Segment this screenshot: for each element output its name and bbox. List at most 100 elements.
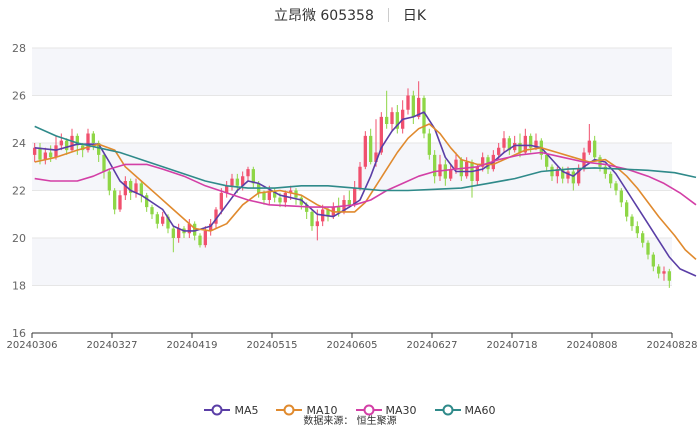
candle-body: [374, 152, 378, 162]
candle-body: [598, 157, 602, 167]
candle-body: [235, 178, 239, 186]
chart-title: 立昂微 605358 日K: [0, 4, 700, 26]
candle-body: [497, 147, 501, 155]
candle-body: [262, 192, 266, 200]
candle-body: [609, 173, 613, 184]
ma-line-ma10: [34, 123, 697, 260]
legend-item-ma5[interactable]: MA5: [204, 403, 258, 417]
y-tick-label: 26: [12, 90, 26, 103]
ma-line-ma60: [34, 125, 697, 192]
candle-body: [326, 209, 330, 217]
candle-body: [198, 235, 202, 246]
candle-body: [507, 138, 511, 151]
candle-body: [411, 95, 415, 117]
candle-body: [363, 135, 367, 167]
legend-label: MA10: [306, 403, 338, 417]
x-tick-label: 20240828: [647, 340, 698, 351]
legend-item-ma30[interactable]: MA30: [355, 403, 417, 417]
candle-body: [91, 133, 95, 143]
x-tick-label: 20240808: [567, 340, 618, 351]
candle-body: [299, 197, 303, 205]
candle-body: [555, 169, 559, 177]
candle-body: [635, 226, 639, 234]
candle-body: [651, 254, 655, 267]
candle-body: [379, 116, 383, 153]
candle-body: [246, 169, 250, 177]
candle-body: [145, 195, 149, 208]
candle-body: [310, 211, 314, 227]
candle-body: [214, 209, 218, 224]
candle-body: [102, 154, 106, 172]
data-source: 数据来源： 恒生聚源: [303, 416, 397, 427]
candle-body: [283, 192, 287, 203]
candle-body: [86, 133, 90, 151]
candle-body: [225, 185, 229, 193]
candle-body: [422, 97, 426, 134]
candle-body: [427, 133, 431, 155]
candle-body: [43, 152, 47, 160]
candle-body: [561, 169, 565, 179]
candle-body: [161, 216, 165, 224]
title-separator: [387, 8, 389, 22]
candle-body: [390, 112, 394, 124]
candle-body: [118, 195, 122, 210]
candle-body: [81, 145, 85, 151]
candle-body: [417, 97, 421, 117]
ma-line-ma30: [34, 151, 697, 208]
candle-body: [150, 207, 154, 215]
candle-body: [123, 181, 127, 196]
candle-body: [38, 147, 42, 160]
candle-body: [59, 140, 63, 146]
candle-body: [107, 171, 111, 191]
legend-label: MA5: [234, 403, 259, 417]
candle-body: [406, 95, 410, 110]
candle-body: [358, 166, 362, 189]
plot-band: [32, 95, 672, 143]
candle-body: [134, 183, 138, 193]
legend-marker: [434, 404, 461, 416]
x-tick-label: 20240627: [407, 340, 458, 351]
candle-body: [171, 228, 175, 238]
candle-body: [662, 271, 666, 274]
plot-band: [32, 48, 672, 96]
plot-band: [32, 143, 672, 191]
candle-body: [449, 169, 453, 179]
candle-body: [305, 204, 309, 212]
y-tick-label: 28: [12, 42, 26, 55]
candle-body: [219, 192, 223, 210]
candle-body: [54, 145, 58, 158]
candle-body: [155, 214, 159, 224]
candle-body: [534, 140, 538, 148]
candle-body: [315, 221, 319, 227]
candle-body: [465, 162, 469, 177]
candle-body: [614, 183, 618, 191]
candle-body: [385, 116, 389, 124]
candle-body: [550, 166, 554, 177]
candle-body: [545, 154, 549, 167]
candle-body: [289, 190, 293, 193]
candle-body: [230, 178, 234, 186]
candle-body: [251, 169, 255, 184]
candle-body: [593, 140, 597, 158]
x-tick-label: 20240327: [87, 340, 138, 351]
legend-item-ma10[interactable]: MA10: [276, 403, 338, 417]
candle-body: [433, 154, 437, 177]
y-tick-label: 24: [12, 137, 26, 150]
candle-body: [273, 190, 277, 198]
candle-body: [65, 140, 69, 151]
candle-body: [353, 188, 357, 205]
x-tick-label: 20240605: [327, 340, 378, 351]
candle-body: [177, 228, 181, 238]
candle-body: [70, 135, 74, 151]
candle-body: [475, 166, 479, 181]
candle-body: [566, 171, 570, 179]
candle-body: [443, 164, 447, 179]
candle-body: [587, 140, 591, 153]
candle-body: [603, 166, 607, 174]
candle-body: [454, 159, 458, 170]
legend-item-ma60[interactable]: MA60: [434, 403, 496, 417]
candle-body: [518, 143, 522, 153]
x-tick-label: 20240306: [7, 340, 58, 351]
candle-body: [513, 143, 517, 151]
